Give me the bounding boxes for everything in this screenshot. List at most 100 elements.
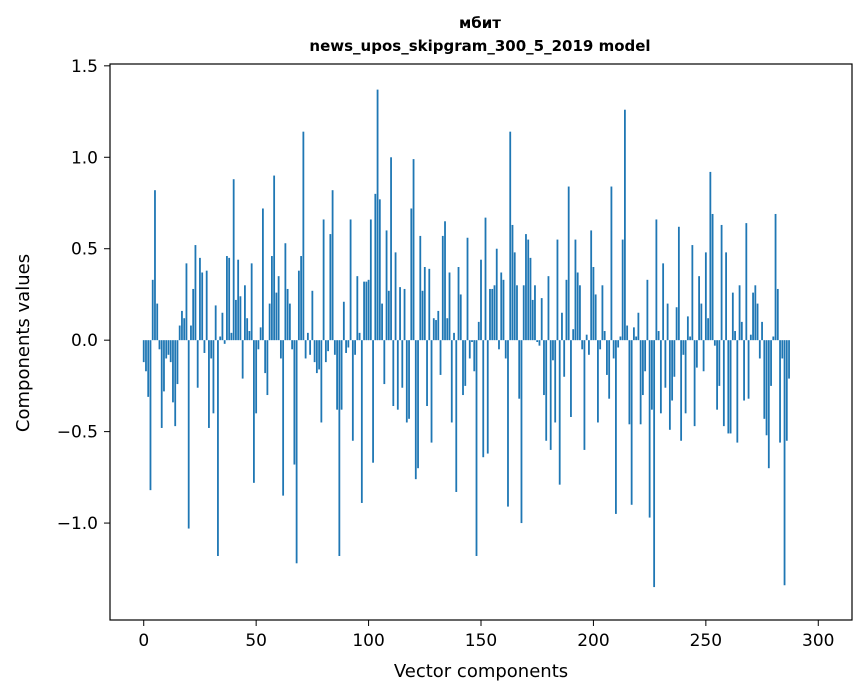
bar bbox=[322, 219, 325, 341]
bar bbox=[736, 340, 739, 443]
bar bbox=[655, 219, 658, 341]
bar bbox=[648, 340, 651, 518]
bar bbox=[704, 252, 707, 341]
bar bbox=[275, 292, 278, 341]
bar bbox=[365, 281, 368, 341]
bar bbox=[772, 336, 775, 341]
bar bbox=[572, 329, 575, 341]
bar bbox=[381, 303, 383, 341]
bar bbox=[608, 340, 611, 399]
bar bbox=[776, 288, 779, 341]
bar bbox=[617, 340, 620, 348]
bar bbox=[390, 157, 392, 341]
bar bbox=[471, 340, 473, 342]
bar bbox=[576, 272, 579, 341]
bar bbox=[351, 340, 354, 441]
bar bbox=[232, 179, 235, 341]
bar bbox=[372, 340, 374, 463]
bar bbox=[716, 340, 718, 410]
bar bbox=[327, 340, 329, 352]
bar bbox=[554, 340, 557, 423]
bar bbox=[731, 292, 734, 341]
bar bbox=[300, 256, 303, 341]
bar bbox=[698, 276, 700, 341]
bar bbox=[255, 340, 258, 414]
bar bbox=[581, 340, 584, 350]
bar bbox=[331, 190, 334, 341]
bar bbox=[363, 281, 365, 341]
bar bbox=[518, 340, 521, 399]
bar bbox=[689, 336, 692, 341]
bar bbox=[691, 245, 694, 341]
bar bbox=[612, 340, 615, 359]
bar bbox=[277, 276, 280, 341]
bar bbox=[439, 340, 442, 375]
bar bbox=[464, 340, 467, 386]
bar bbox=[387, 290, 390, 341]
bar bbox=[662, 263, 665, 341]
bar bbox=[414, 340, 417, 480]
y-tick-label: 1.0 bbox=[71, 148, 98, 168]
bar bbox=[176, 340, 179, 385]
bar bbox=[502, 279, 505, 341]
bar bbox=[401, 340, 404, 388]
bar bbox=[788, 340, 790, 379]
bar bbox=[498, 340, 500, 350]
bar bbox=[444, 221, 446, 341]
bar bbox=[450, 340, 453, 423]
bar bbox=[201, 272, 204, 341]
bar bbox=[185, 263, 188, 341]
bar bbox=[610, 186, 613, 341]
bar bbox=[779, 340, 781, 443]
bar bbox=[315, 340, 318, 374]
bar bbox=[628, 340, 631, 425]
bar bbox=[770, 340, 772, 386]
bar-series bbox=[142, 89, 790, 588]
bar bbox=[257, 340, 260, 350]
bar bbox=[767, 340, 770, 469]
bar bbox=[149, 340, 152, 491]
chart-title-line2: news_upos_skipgram_300_5_2019 model bbox=[309, 37, 650, 55]
bar bbox=[752, 292, 754, 341]
bar bbox=[606, 340, 608, 375]
bar bbox=[437, 310, 440, 341]
bar bbox=[495, 248, 498, 341]
bar bbox=[221, 312, 224, 341]
bar bbox=[396, 340, 399, 410]
bar bbox=[527, 239, 530, 341]
bar bbox=[621, 239, 624, 341]
bar bbox=[158, 340, 161, 350]
bar bbox=[583, 340, 586, 450]
bar bbox=[248, 331, 251, 341]
bar bbox=[603, 331, 606, 341]
bar bbox=[513, 252, 516, 341]
bar bbox=[459, 294, 462, 341]
bar bbox=[574, 239, 577, 341]
bar bbox=[446, 318, 449, 341]
bar bbox=[671, 340, 674, 401]
bar bbox=[659, 340, 662, 414]
bar bbox=[405, 340, 408, 423]
y-tick-label: 0.0 bbox=[71, 331, 98, 351]
bar bbox=[349, 219, 352, 341]
bar bbox=[682, 340, 685, 355]
bar bbox=[785, 340, 788, 441]
bar bbox=[475, 340, 478, 556]
bar bbox=[727, 340, 730, 434]
bar bbox=[482, 340, 485, 458]
bar bbox=[244, 285, 246, 341]
bar bbox=[279, 340, 282, 359]
bar bbox=[163, 340, 165, 392]
bar bbox=[311, 290, 314, 341]
bar bbox=[570, 340, 572, 417]
x-tick-label: 300 bbox=[802, 631, 834, 651]
bar bbox=[268, 303, 271, 341]
bar bbox=[473, 340, 476, 372]
bar bbox=[223, 340, 226, 344]
bar bbox=[549, 340, 552, 450]
bar bbox=[720, 224, 723, 341]
chart-title-line1: мбит bbox=[459, 14, 501, 32]
bar bbox=[734, 331, 736, 341]
bar bbox=[666, 303, 669, 341]
